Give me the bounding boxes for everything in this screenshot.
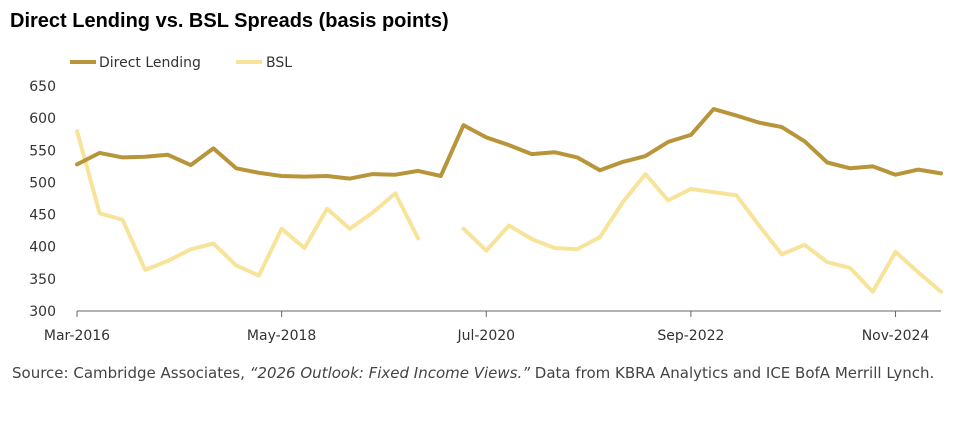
x-tick-label: Jul-2020 <box>456 328 515 344</box>
y-tick-label: 550 <box>29 143 56 159</box>
source-suffix: Data from KBRA Analytics and ICE BofA Me… <box>530 364 935 382</box>
y-tick-label: 450 <box>29 208 56 224</box>
series-line-direct-lending <box>75 107 943 181</box>
y-tick-label: 300 <box>29 304 56 320</box>
y-tick-label: 600 <box>29 111 56 127</box>
legend: Direct Lending BSL <box>70 55 292 71</box>
series-line-bsl <box>75 129 943 294</box>
plot-area <box>75 107 943 294</box>
x-tick-label: Nov-2024 <box>862 328 930 344</box>
x-tick-label: Sep-2022 <box>657 328 724 344</box>
legend-label-bsl: BSL <box>266 55 292 71</box>
y-tick-label: 350 <box>29 272 56 288</box>
source-publication: “2026 Outlook: Fixed Income Views.” <box>249 364 531 382</box>
source-prefix: Source: Cambridge Associates, <box>12 364 250 382</box>
x-tick-label: May-2018 <box>247 328 316 344</box>
x-axis: Mar-2016 May-2018 Jul-2020 Sep-2022 Nov-2024 <box>44 310 941 344</box>
y-tick-label: 500 <box>29 175 56 191</box>
legend-label-direct-lending: Direct Lending <box>99 55 201 71</box>
y-tick-label: 650 <box>29 79 56 95</box>
y-axis: 300 350 400 450 500 550 600 650 <box>29 79 56 320</box>
chart-title: Direct Lending vs. BSL Spreads (basis po… <box>10 10 449 32</box>
source-note: Source: Cambridge Associates, “2026 Outl… <box>12 362 952 384</box>
x-tick-label: Mar-2016 <box>44 328 110 344</box>
y-tick-label: 400 <box>29 240 56 256</box>
